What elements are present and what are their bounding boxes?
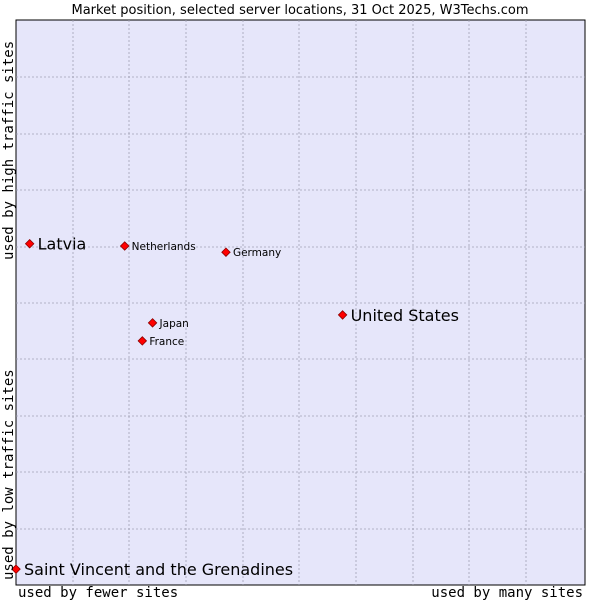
chart-title: Market position, selected server locatio…	[71, 3, 528, 18]
point-marker-latvia	[24, 238, 35, 249]
point-label-united-states: United States	[351, 306, 459, 325]
point-marker-netherlands	[119, 241, 130, 251]
point-label-france: France	[149, 336, 184, 348]
y-axis-label-top: used by high traffic sites	[1, 41, 17, 260]
markers	[11, 238, 348, 574]
point-label-saint-vincent-and-the-grenadines: Saint Vincent and the Grenadines	[24, 560, 293, 579]
y-axis-label-bottom: used by low traffic sites	[1, 369, 17, 580]
point-label-japan: Japan	[159, 318, 189, 330]
point-labels: Latvia Netherlands Germany United States Jap…	[24, 235, 459, 579]
grid	[16, 20, 585, 585]
point-marker-united-states	[337, 310, 348, 320]
point-marker-saint-vincent-and-the-grenadines	[11, 564, 21, 574]
point-label-germany: Germany	[233, 247, 281, 259]
point-label-netherlands: Netherlands	[132, 241, 196, 253]
x-axis-label-left: used by fewer sites	[18, 585, 178, 600]
plot-area	[15, 19, 586, 586]
x-axis-label-right: used by many sites	[431, 585, 583, 600]
point-label-latvia: Latvia	[38, 235, 87, 254]
point-marker-france	[137, 336, 148, 346]
point-marker-germany	[221, 247, 231, 257]
point-marker-japan	[147, 318, 158, 328]
